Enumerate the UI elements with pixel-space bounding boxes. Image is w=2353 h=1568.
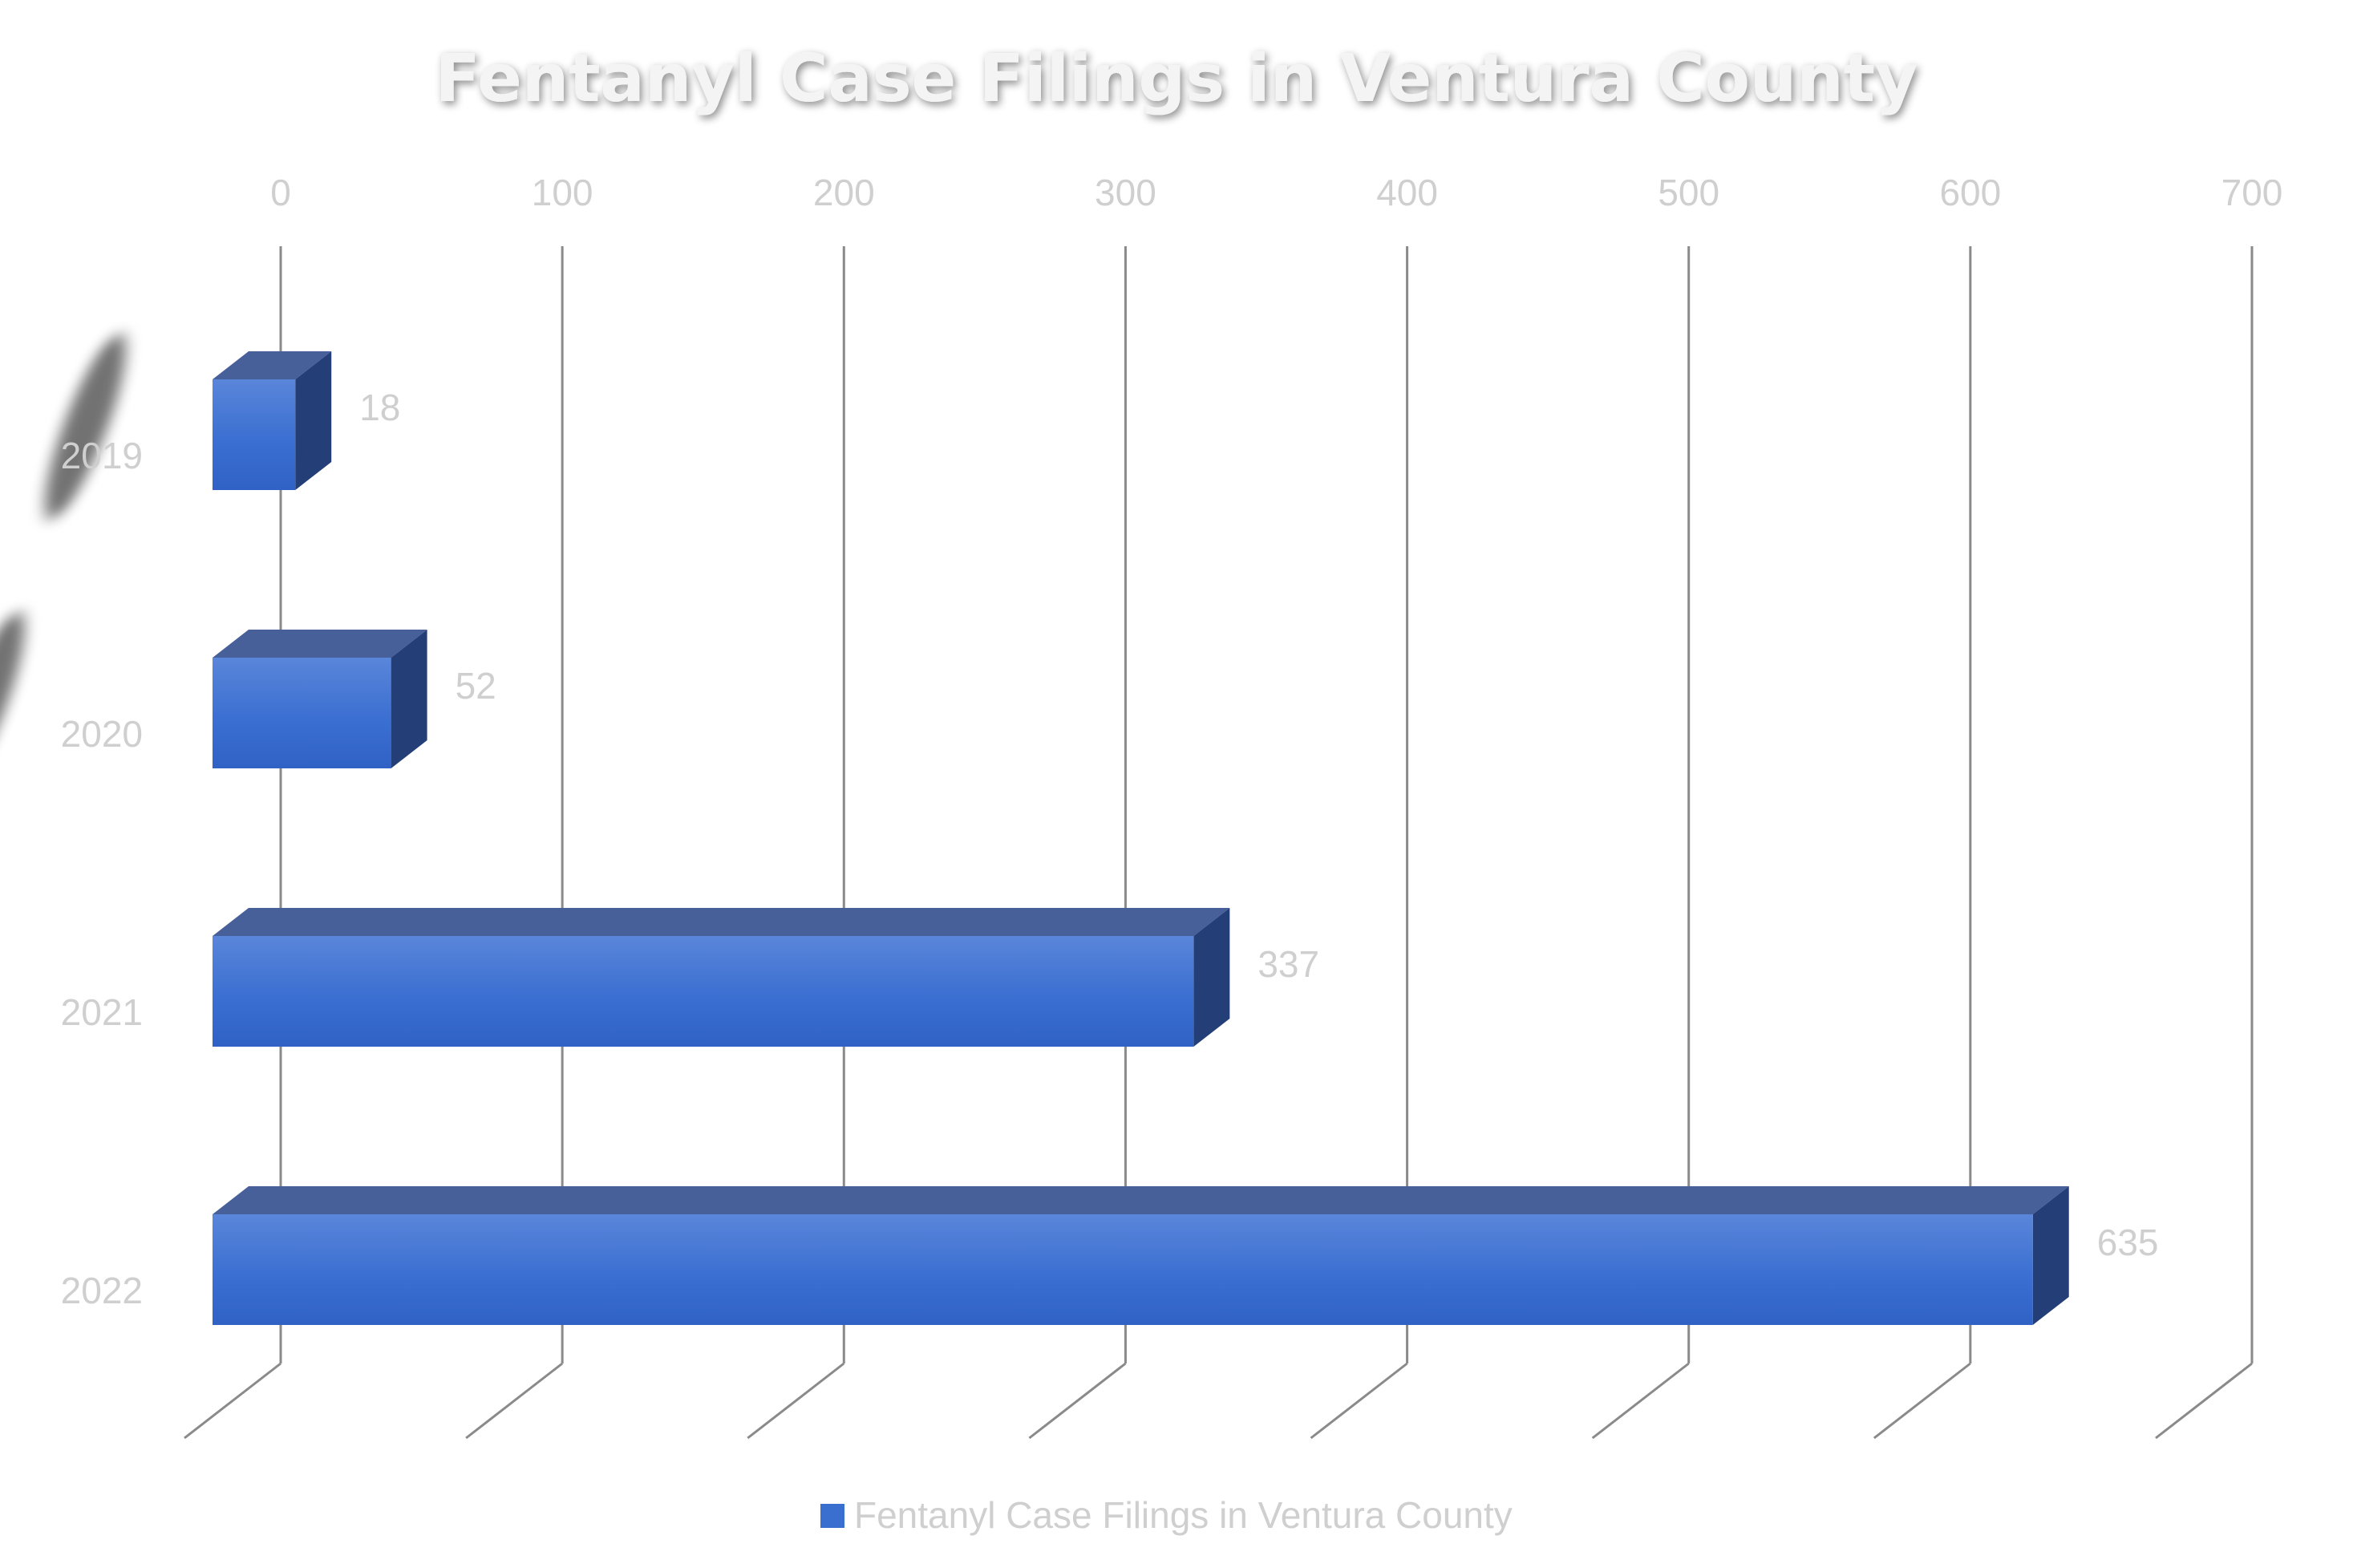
bar-top-face	[213, 630, 427, 658]
chart-title: Fentanyl Case Filings in Ventura County	[435, 41, 1918, 117]
x-tick-label: 200	[813, 172, 875, 213]
x-tick-label: 500	[1658, 172, 1719, 213]
y-category-label: 2019	[61, 435, 143, 476]
bars	[213, 351, 2069, 1325]
legend-label: Fentanyl Case Filings in Ventura County	[854, 1494, 1513, 1536]
data-label: 337	[1257, 943, 1319, 985]
floor-gridline	[747, 1362, 845, 1440]
bar-side-face	[295, 351, 332, 490]
bar-side-face	[2032, 1186, 2069, 1325]
x-tick-label: 0	[270, 172, 291, 213]
data-labels: 18 52 337 635	[359, 387, 2158, 1263]
bar	[213, 379, 296, 490]
x-axis-tick-labels: 0 100 200 300 400 500 600 700	[270, 172, 2282, 213]
bar-side-face	[1193, 908, 1230, 1047]
x-tick-label: 100	[532, 172, 593, 213]
data-label: 635	[2097, 1222, 2159, 1263]
floor-gridline	[1873, 1362, 1971, 1440]
y-axis-category-labels: 2019 2020 2021 2022	[61, 435, 143, 1311]
y-category-label: 2020	[61, 713, 143, 755]
bar-top-face	[213, 351, 332, 379]
y-category-label: 2022	[61, 1270, 143, 1311]
gridlines	[184, 246, 2254, 1440]
floor-gridline	[1028, 1362, 1127, 1440]
data-label: 18	[359, 387, 400, 428]
x-tick-label: 400	[1376, 172, 1438, 213]
floor-gridline	[2155, 1362, 2253, 1440]
legend-swatch	[820, 1504, 844, 1528]
data-label: 52	[456, 665, 496, 707]
x-tick-label: 300	[1095, 172, 1156, 213]
bar-top-face	[213, 1186, 2069, 1214]
bar	[213, 658, 391, 768]
bar-shadow	[45, 334, 126, 519]
bar-shadows	[0, 334, 126, 797]
x-tick-label: 700	[2221, 172, 2283, 213]
floor-gridline	[465, 1362, 564, 1440]
bar-top-face	[213, 908, 1230, 936]
floor-gridline	[184, 1362, 281, 1440]
floor-gridline	[1591, 1362, 1690, 1440]
bar	[213, 936, 1194, 1047]
legend: Fentanyl Case Filings in Ventura County	[820, 1494, 1513, 1536]
x-tick-label: 600	[1939, 172, 2001, 213]
floor-gridline	[1310, 1362, 1408, 1440]
y-category-label: 2021	[61, 991, 143, 1033]
bar	[213, 1214, 2033, 1325]
bar-side-face	[391, 630, 427, 768]
bar-shadow	[0, 613, 25, 797]
